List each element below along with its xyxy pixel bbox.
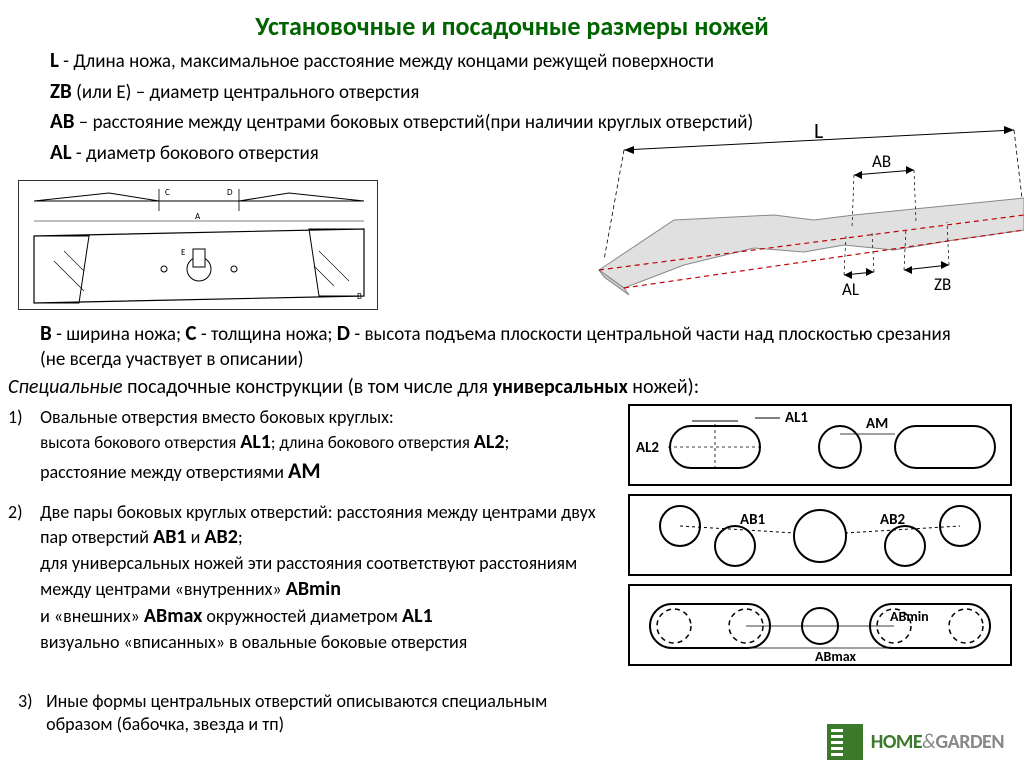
i2-ABmin: ABmin	[286, 577, 341, 601]
logo-home: HOME	[871, 730, 922, 754]
special-rest: посадочные конструкции (в том числе для	[123, 375, 493, 399]
text-L: Длина ножа, максимальное расстояние межд…	[73, 50, 714, 73]
svg-text:AL1: AL1	[785, 409, 808, 427]
i3-text: Иные формы центральных отверстий описыва…	[46, 690, 606, 737]
special-rest2: ножей):	[628, 375, 699, 399]
i2-l4: визуально «вписанных» в овальные боковые…	[40, 631, 467, 653]
diagram-right: L AB AL ZB	[594, 120, 1024, 320]
sym-C: C	[185, 320, 196, 346]
i1-AL1: AL1	[240, 430, 271, 454]
special-it: Специальные	[8, 375, 123, 399]
svg-text:ABmin: ABmin	[890, 608, 929, 625]
sym-AL: AL	[50, 139, 72, 165]
num-3: 3)	[18, 690, 42, 713]
i1-AM: AM	[288, 457, 321, 484]
sym-D: D	[337, 320, 350, 346]
text-ZB: диаметр центрального отверстия	[150, 81, 420, 104]
sym-B: B	[40, 320, 52, 346]
text-AL: диаметр бокового отверстия	[86, 142, 319, 165]
i1-l2a: высота бокового отверстия	[40, 432, 240, 453]
svg-text:AL: AL	[842, 279, 859, 300]
i1-l2b: ; длина бокового отверстия	[271, 432, 474, 453]
i2-l1: Две пары боковых круглых отверстий: расс…	[40, 501, 596, 548]
svg-text:B: B	[357, 291, 362, 302]
sym-AB: AB	[50, 108, 75, 134]
i2-and: и	[187, 526, 205, 548]
svg-text:AB: AB	[872, 151, 891, 172]
i1-AL2: AL2	[474, 430, 505, 454]
i1-l3a: расстояние между отверстиями	[40, 461, 288, 483]
paren: (или E) –	[72, 81, 150, 104]
special-bold: универсальных	[493, 375, 628, 399]
i1-l2c: ;	[505, 431, 510, 453]
i2-AB2: AB2	[204, 525, 237, 549]
svg-text:AL2: AL2	[636, 439, 659, 457]
i1-l1: Овальные отверстия вместо боковых круглы…	[40, 406, 394, 428]
diagram-left: C D A E B	[18, 180, 378, 310]
sep: –	[75, 111, 93, 134]
brand-logo: HOME&GARDEN	[827, 724, 1004, 760]
sym-L: L	[50, 47, 59, 73]
i2-AL1b: AL1	[402, 604, 433, 628]
sep: -	[72, 142, 86, 165]
svg-text:ABmax: ABmax	[815, 648, 857, 664]
logo-amp: &	[922, 730, 935, 754]
i2-l3b: окружностей диаметром	[202, 605, 402, 627]
i2-AB1: AB1	[153, 525, 186, 549]
item-1: 1) Овальные отверстия вместо боковых кру…	[8, 405, 608, 486]
logo-text: HOME&GARDEN	[871, 730, 1004, 754]
svg-text:C: C	[165, 187, 170, 198]
page-title: Установочные и посадочные размеры ножей	[0, 0, 1024, 42]
i2-l1b: ;	[238, 526, 243, 548]
mid-definitions: B - ширина ножа; C - толщина ножа; D - в…	[40, 320, 980, 372]
text-C: - толщина ножа;	[197, 323, 337, 346]
special-title: Специальные посадочные конструкции (в то…	[8, 375, 699, 399]
def-ZB: ZB (или E) – диаметр центрального отверс…	[50, 77, 994, 106]
figure-1: AL1 AL2 AM	[628, 404, 1012, 486]
svg-text:ZB: ZB	[934, 274, 951, 295]
num-1: 1)	[8, 405, 36, 429]
logo-garden: GARDEN	[935, 730, 1004, 754]
i2-l3a: и «внешних»	[40, 605, 144, 627]
sym-ZB: ZB	[50, 78, 72, 104]
figure-2: AB1 AB2	[628, 494, 1012, 576]
svg-text:E: E	[181, 247, 186, 258]
item-3: 3) Иные формы центральных отверстий опис…	[18, 690, 618, 737]
def-L: L - Длина ножа, максимальное расстояние …	[50, 46, 994, 75]
svg-text:D: D	[227, 187, 233, 198]
logo-icon	[827, 724, 863, 760]
svg-text:L: L	[814, 120, 823, 144]
svg-text:AB2: AB2	[880, 511, 905, 529]
list-area: 1) Овальные отверстия вместо боковых кру…	[8, 405, 608, 668]
sep: -	[59, 50, 73, 73]
svg-text:A: A	[195, 211, 201, 222]
svg-text:AB1: AB1	[740, 511, 765, 529]
i2-ABmax: ABmax	[144, 604, 202, 628]
right-figures: AL1 AL2 AM AB1 AB2	[628, 404, 1012, 674]
text-B: - ширина ножа;	[52, 323, 186, 346]
svg-text:AM: AM	[866, 415, 888, 433]
figure-3: ABmin ABmax	[628, 584, 1012, 666]
item-2: 2) Две пары боковых круглых отверстий: р…	[8, 500, 608, 654]
num-2: 2)	[8, 500, 36, 524]
